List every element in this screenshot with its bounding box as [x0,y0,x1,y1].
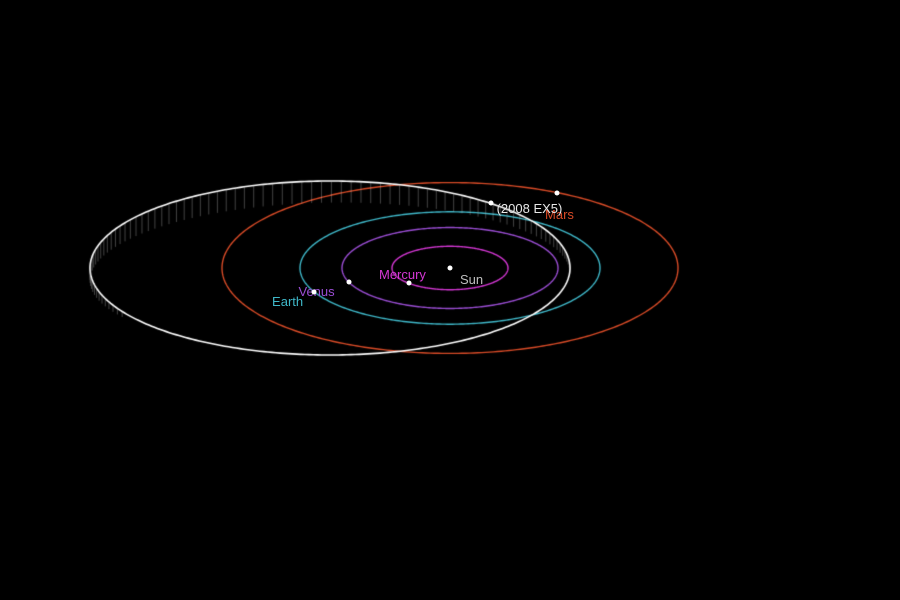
asteroid-marker [488,201,493,206]
planet-marker-earth [312,289,317,294]
planet-marker-mars [555,190,560,195]
planet-label-mercury: Mercury [379,267,426,282]
planet-marker-venus [346,279,351,284]
orbit-canvas [0,0,900,600]
asteroid-label: (2008 EX5) [497,201,563,216]
sun-label: Sun [460,272,483,287]
sun-marker [448,266,453,271]
planet-label-venus: Venus [299,284,335,299]
planet-label-earth: Earth [272,294,303,309]
